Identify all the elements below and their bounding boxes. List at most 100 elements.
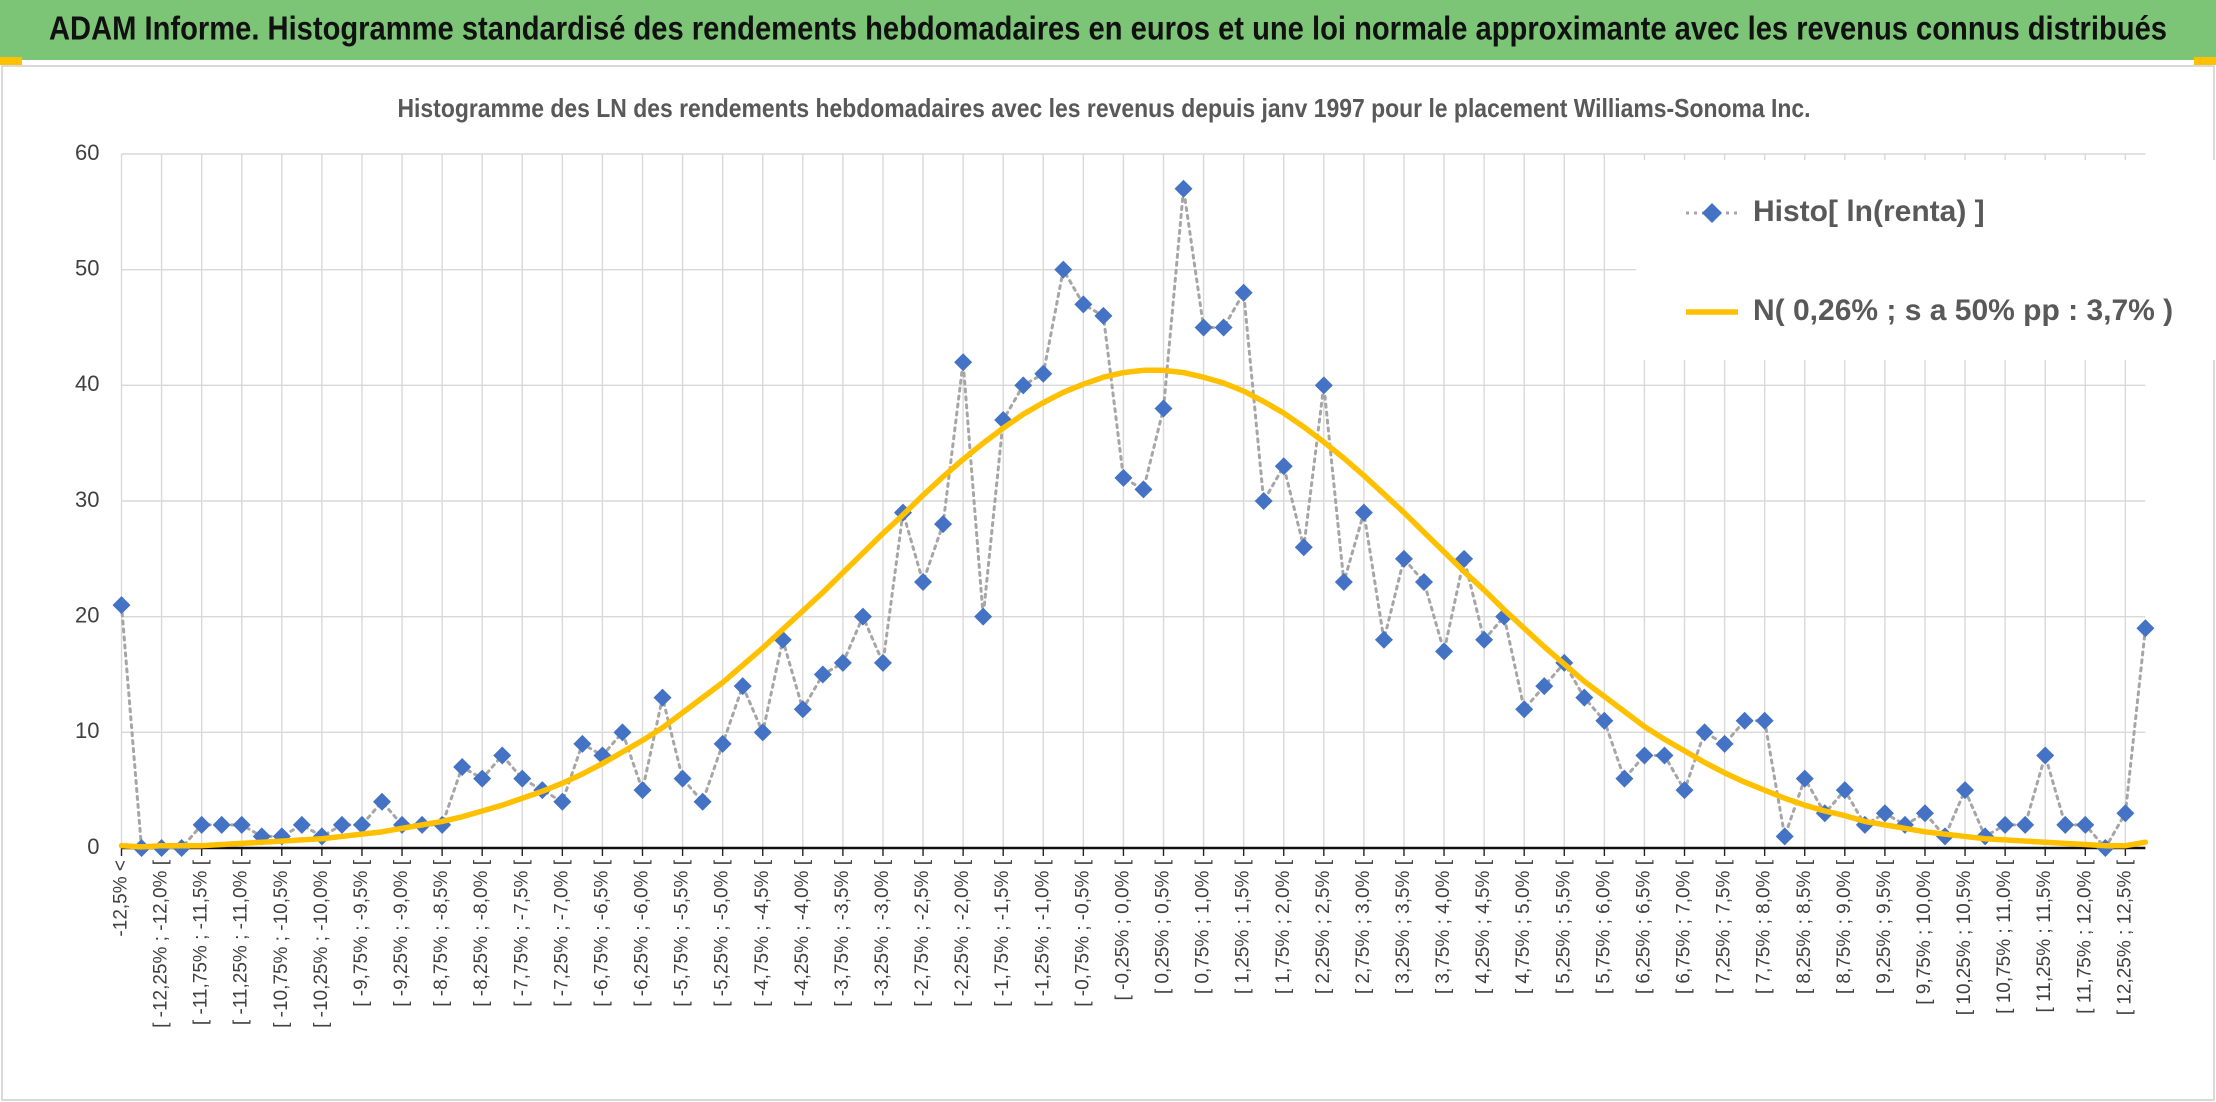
data-point xyxy=(853,607,872,626)
data-point xyxy=(1435,642,1454,661)
data-point xyxy=(373,792,392,811)
x-tick-label: [ -4,75% ; -4,5% [ xyxy=(752,859,773,1007)
x-tick-label: [ -8,25% ; -8,0% [ xyxy=(471,859,492,1007)
x-tick-label: [ -7,75% ; -7,5% [ xyxy=(511,859,532,1007)
data-point xyxy=(2056,815,2075,834)
data-point xyxy=(453,758,472,777)
x-tick-label: [ -5,75% ; -5,5% [ xyxy=(672,859,693,1007)
plot-area xyxy=(112,179,2155,857)
data-point xyxy=(1394,549,1413,568)
x-tick-label: [ -11,75% ; -11,5% [ xyxy=(191,859,212,1025)
data-point xyxy=(1374,630,1393,649)
x-tick-label: [ 8,75% ; 9,0% [ xyxy=(1834,859,1855,994)
data-point xyxy=(332,815,351,834)
data-point xyxy=(693,792,712,811)
x-tick-label: [ 0,75% ; 1,0% [ xyxy=(1193,859,1214,994)
x-tick-label: [ 5,25% ; 5,5% [ xyxy=(1553,859,1574,994)
data-point xyxy=(1314,376,1333,395)
x-tick-label: [ -10,75% ; -10,5% [ xyxy=(271,859,292,1028)
x-tick-label: [ 9,75% ; 10,0% [ xyxy=(1914,859,1935,1004)
x-tick-label: [ -8,75% ; -8,5% [ xyxy=(431,859,452,1007)
x-tick-label: [ 11,75% ; 12,0% [ xyxy=(2074,859,2095,1014)
data-point xyxy=(873,653,892,672)
header-bar xyxy=(0,0,2216,60)
data-point xyxy=(653,688,672,707)
x-tick-label: [ -12,25% ; -12,0% [ xyxy=(151,859,172,1028)
legend-label: N( 0,26% ; s a 50% pp : 3,7% ) xyxy=(1753,294,2173,327)
data-point xyxy=(573,734,592,753)
data-point xyxy=(1735,711,1754,730)
x-tick-label: -12,5% < xyxy=(111,860,132,937)
data-point xyxy=(1755,711,1774,730)
x-tick-label: [ -10,25% ; -10,0% [ xyxy=(311,859,332,1028)
x-tick-label: [ 11,25% ; 11,5% [ xyxy=(2034,859,2055,1012)
data-point xyxy=(1054,260,1073,279)
data-point xyxy=(1835,781,1854,800)
data-point xyxy=(1795,769,1814,788)
x-tick-label: [ -11,25% ; -11,0% [ xyxy=(231,859,252,1025)
x-tick-label: [ -6,25% ; -6,0% [ xyxy=(632,859,653,1007)
y-tick-label: 0 xyxy=(87,834,99,859)
x-tick-label: [ -9,75% ; -9,5% [ xyxy=(351,859,372,1007)
x-tick-label: [ -1,75% ; -1,5% [ xyxy=(992,859,1013,1007)
data-point xyxy=(673,769,692,788)
data-point xyxy=(192,815,211,834)
x-tick-label: [ 2,25% ; 2,5% [ xyxy=(1313,859,1334,994)
x-tick-label: [ 4,75% ; 5,0% [ xyxy=(1513,859,1534,994)
x-tick-label: [ 10,75% ; 11,0% [ xyxy=(1994,859,2015,1014)
data-point xyxy=(934,515,953,534)
x-tick-label: [ 10,25% ; 10,5% [ xyxy=(1954,859,1975,1015)
data-point xyxy=(1194,318,1213,337)
data-point xyxy=(1535,677,1554,696)
chart-title: Histogramme des LN des rendements hebdom… xyxy=(398,93,1811,123)
y-tick-label: 60 xyxy=(75,140,99,165)
data-point xyxy=(112,596,131,615)
x-tick-label: [ 3,25% ; 3,5% [ xyxy=(1393,859,1414,994)
x-tick-label: [ 8,25% ; 8,5% [ xyxy=(1794,859,1815,994)
data-point xyxy=(1274,457,1293,476)
data-point xyxy=(2016,815,2035,834)
x-tick-label: [ -7,25% ; -7,0% [ xyxy=(551,859,572,1007)
data-point xyxy=(212,815,231,834)
data-point xyxy=(2136,619,2155,638)
data-point xyxy=(914,572,933,591)
x-tick-label: [ -3,25% ; -3,0% [ xyxy=(872,859,893,1007)
data-point xyxy=(232,815,251,834)
x-tick-label: [ 1,75% ; 2,0% [ xyxy=(1273,859,1294,994)
x-tick-label: [ -2,75% ; -2,5% [ xyxy=(912,859,933,1007)
x-tick-label: [ 2,75% ; 3,0% [ xyxy=(1353,859,1374,994)
data-point xyxy=(1014,376,1033,395)
data-point xyxy=(2036,746,2055,765)
x-tick-label: [ 4,25% ; 4,5% [ xyxy=(1473,859,1494,994)
data-point xyxy=(753,723,772,742)
series-line xyxy=(118,367,2149,850)
data-point xyxy=(292,815,311,834)
x-tick-label: [ -6,75% ; -6,5% [ xyxy=(591,859,612,1007)
x-tick-label: [ -0,75% ; -0,5% [ xyxy=(1072,859,1093,1007)
data-point xyxy=(633,781,652,800)
data-point xyxy=(974,607,993,626)
x-tick-label: [ -4,25% ; -4,0% [ xyxy=(792,859,813,1007)
data-point xyxy=(1354,503,1373,522)
x-tick-label: [ 5,75% ; 6,0% [ xyxy=(1593,859,1614,994)
data-point xyxy=(493,746,512,765)
data-point xyxy=(1915,804,1934,823)
corner-mark xyxy=(0,57,22,65)
x-tick-label: [ -3,75% ; -3,5% [ xyxy=(832,859,853,1007)
legend: Histo[ ln(renta) ] N( 0,26% ; s a 50% pp … xyxy=(1636,160,2216,360)
data-point xyxy=(1114,468,1133,487)
data-point xyxy=(1334,572,1353,591)
series-line-dotted xyxy=(120,187,2147,850)
data-point xyxy=(833,653,852,672)
x-tick-label: [ 7,75% ; 8,0% [ xyxy=(1754,859,1775,994)
data-point xyxy=(1675,781,1694,800)
x-tick-label: [ 12,25% ; 12,5% [ xyxy=(2114,859,2135,1015)
data-point xyxy=(1034,364,1053,383)
x-tick-label: [ 6,25% ; 6,5% [ xyxy=(1633,859,1654,994)
data-point xyxy=(473,769,492,788)
y-tick-label: 10 xyxy=(75,718,99,743)
data-point xyxy=(713,734,732,753)
data-point xyxy=(1575,688,1594,707)
data-point xyxy=(813,665,832,684)
